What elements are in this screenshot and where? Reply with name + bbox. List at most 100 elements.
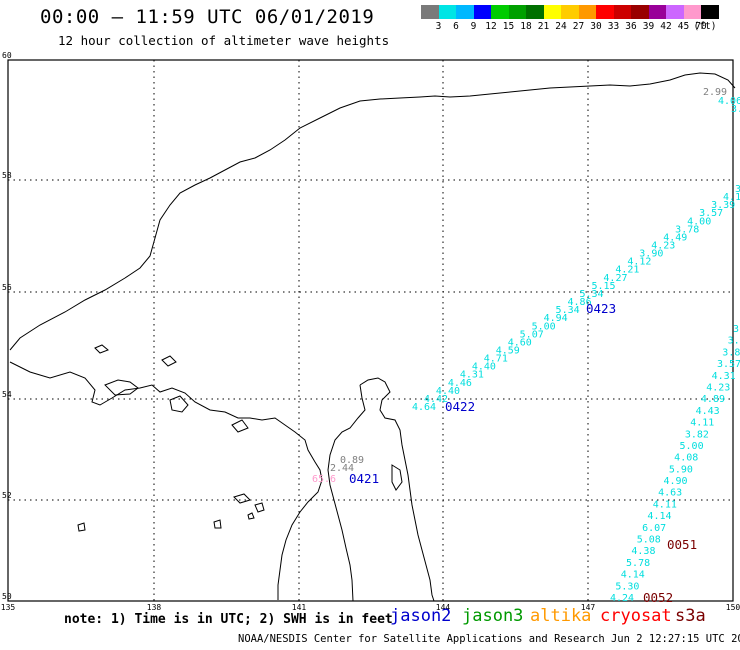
swh-value: 4.86 (568, 297, 592, 308)
legend-label: 36 (625, 21, 637, 32)
swh-value: 4.60 (508, 337, 532, 348)
swh-value: 4.00 (687, 216, 711, 227)
swh-value: 4.12 (627, 257, 651, 268)
legend-label: 18 (520, 21, 532, 32)
swh-value: 4.49 (663, 232, 687, 243)
swh-value: 4.08 (674, 453, 698, 464)
lat-tick-label: 54 (2, 390, 12, 399)
swh-value: 4.38 (631, 546, 655, 557)
lat-tick-label: 58 (2, 171, 12, 180)
graticule (8, 60, 733, 601)
swh-value: 5.30 (615, 581, 639, 592)
legend-label: 6 (453, 21, 459, 32)
swh-value: 4.31 (712, 371, 736, 382)
axis-tick-labels: 60 58 56 54 52 50 135 138 141 144 147 150 (1, 51, 740, 612)
swh-value: 4.43 (696, 406, 720, 417)
legend-label: 15 (502, 21, 515, 32)
swh-value: 2.44 (330, 463, 354, 474)
swh-value: 4.11 (653, 499, 677, 510)
credit-footer: NOAA/NESDIS Center for Satellite Applica… (238, 633, 740, 645)
swh-value: 4.94 (544, 313, 568, 324)
legend-swatch (561, 5, 579, 19)
swh-value: 4.90 (663, 476, 687, 487)
coast-mainland-north (9, 72, 736, 351)
legend-label: 70 (695, 21, 707, 32)
swh-value: 4.24 (610, 593, 634, 604)
coast-sakhalin-east-shoal (391, 464, 403, 491)
coast-island-small-4 (231, 419, 249, 433)
lat-tick-label: 56 (2, 283, 12, 292)
lon-tick-label: 144 (436, 603, 451, 612)
swh-value: 3.57 (699, 208, 723, 219)
legend-swatch (613, 5, 631, 19)
swh-value: 3.78 (675, 224, 699, 235)
sat-label-altika: altika (530, 606, 592, 626)
footnote: note: 1) Time is in UTC; 2) SWH is in fe… (64, 612, 393, 627)
swh-value: 4.71 (484, 354, 508, 365)
coast-island-small-6 (254, 502, 265, 513)
legend-swatch (473, 5, 491, 19)
color-legend (421, 5, 719, 19)
legend-label: 24 (555, 21, 567, 32)
swh-value: 4.64 (412, 402, 436, 413)
swh-value: 4.27 (603, 273, 627, 284)
swh-value: 4.40 (472, 362, 496, 373)
legend-label: 12 (485, 21, 497, 32)
swh-value: 5.08 (637, 535, 661, 546)
legend-label: 30 (590, 21, 602, 32)
lon-tick-label: 141 (292, 603, 307, 612)
swh-value: 5.90 (669, 464, 693, 475)
legend-swatch (666, 5, 684, 19)
legend-swatch (631, 5, 649, 19)
swh-value: 3.6 (728, 336, 740, 347)
lat-tick-label: 52 (2, 491, 12, 500)
swh-value: 4.42 (424, 394, 448, 405)
swh-value: 3.90 (639, 249, 663, 260)
swh-value: 6.07 (642, 523, 666, 534)
lat-tick-label: 60 (2, 51, 12, 60)
swh-value: 5.78 (626, 558, 650, 569)
legend-swatch (648, 5, 666, 19)
swh-value: 4.11 (690, 418, 714, 429)
pass-label: 0051 (667, 537, 697, 552)
coast-shantar-islands (104, 379, 139, 396)
swh-value: 5.00 (680, 441, 704, 452)
lon-tick-label: 150 (726, 603, 740, 612)
swh-value: 4.40 (436, 386, 460, 397)
coast-island-small-9 (247, 512, 255, 520)
legend-label: 3 (435, 21, 442, 32)
sat-label-jason3: jason3 (462, 606, 524, 626)
swh-value: 4.31 (460, 370, 484, 381)
sat-label-jason2: jason2 (390, 606, 452, 626)
sat-label-s3a: s3a (675, 606, 706, 626)
legend-swatch (683, 5, 701, 19)
swh-value: 3. (731, 104, 740, 115)
swh-value: 5.34 (579, 289, 603, 300)
legend-swatch (543, 5, 561, 19)
legend-swatch (438, 5, 456, 19)
swh-value: 4.59 (496, 345, 520, 356)
pass-label: 0052 (643, 590, 673, 605)
swh-value: 0.89 (340, 455, 364, 466)
swh-value: 4.12 (723, 192, 740, 203)
legend-swatch (596, 5, 614, 19)
coast-sakhalin-west (327, 384, 366, 602)
swh-value: 3. (733, 324, 740, 335)
swh-value: 5.07 (520, 329, 544, 340)
legend-label: 33 (607, 21, 620, 32)
legend-label: 9 (470, 21, 477, 32)
legend-swatch (421, 5, 439, 19)
swh-value: 4.63 (658, 488, 682, 499)
swh-value: 4.23 (706, 382, 730, 393)
legend-swatch (578, 5, 596, 19)
swh-value: 4.14 (647, 511, 671, 522)
swh-value: 4.06 (718, 96, 740, 107)
legend-label: 39 (642, 21, 655, 32)
legend-swatch (508, 5, 526, 19)
swh-value: 5.34 (556, 305, 580, 316)
swh-value: 3.1 (735, 184, 740, 195)
pass-label: 0423 (586, 301, 616, 316)
legend-label: 27 (572, 21, 585, 32)
swh-value: 3.57 (717, 359, 740, 370)
